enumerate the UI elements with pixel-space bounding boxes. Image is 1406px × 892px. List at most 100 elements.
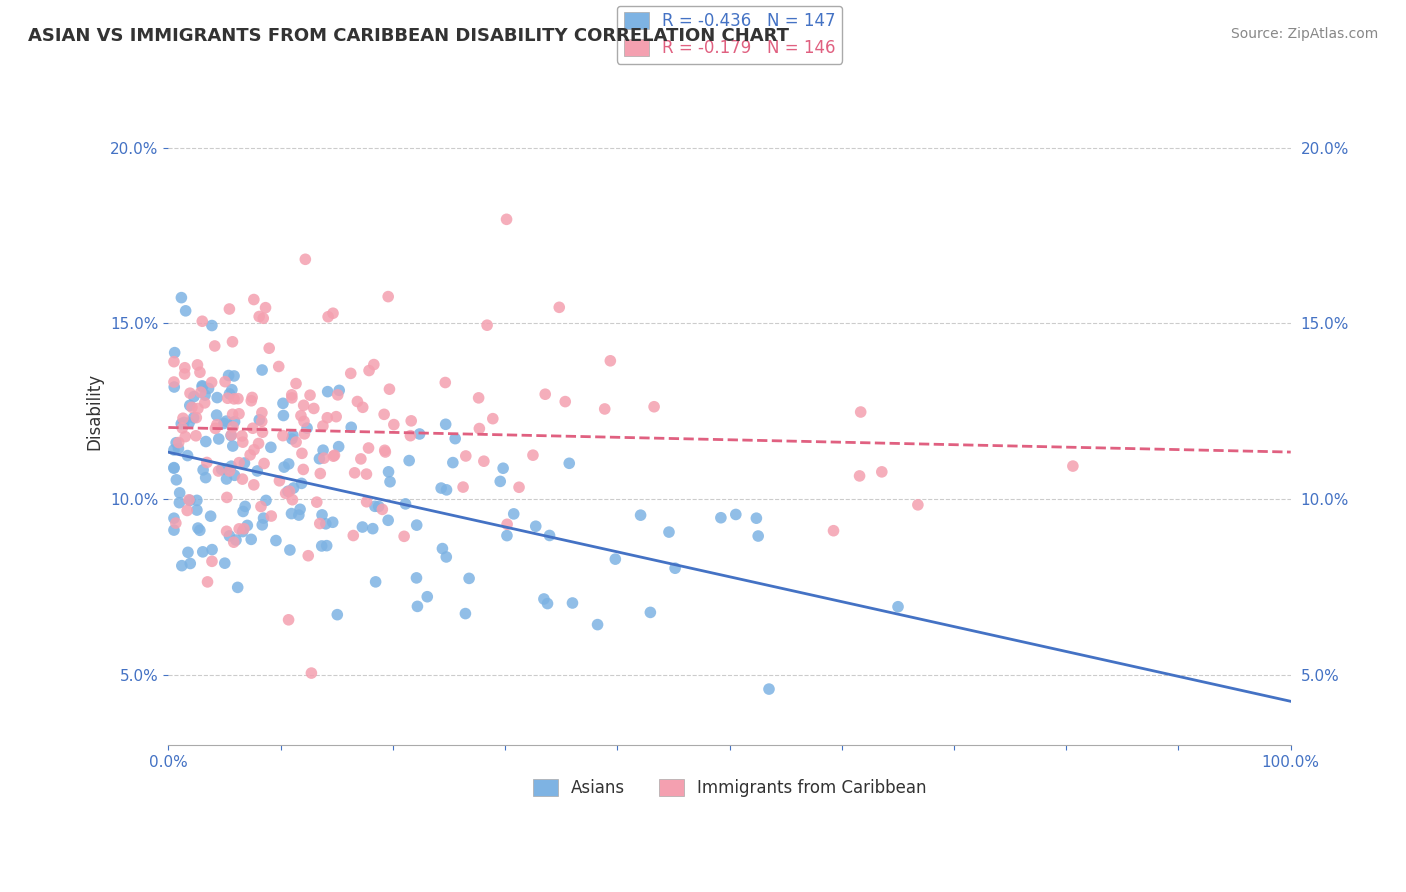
Immigrants from Caribbean [848,469,870,483]
Immigrants from Caribbean [163,354,186,368]
Immigrants from Caribbean [257,341,280,355]
Asians [328,384,350,398]
Immigrants from Caribbean [468,421,491,435]
Immigrants from Caribbean [292,414,315,428]
Immigrants from Caribbean [496,517,519,532]
Immigrants from Caribbean [215,491,238,505]
Asians [197,381,219,395]
Asians [458,571,481,585]
Immigrants from Caribbean [197,574,219,589]
Immigrants from Caribbean [173,367,195,381]
Immigrants from Caribbean [176,503,198,517]
Asians [165,473,187,487]
Asians [398,453,420,467]
Asians [260,440,283,454]
Asians [187,521,209,535]
Immigrants from Caribbean [217,391,239,405]
Asians [434,549,457,564]
Asians [191,545,214,559]
Asians [367,500,389,514]
Immigrants from Caribbean [357,441,380,455]
Asians [664,561,686,575]
Immigrants from Caribbean [188,365,211,379]
Asians [288,508,311,522]
Immigrants from Caribbean [392,529,415,543]
Immigrants from Caribbean [305,495,328,509]
Asians [406,599,429,614]
Immigrants from Caribbean [231,429,253,443]
Asians [201,542,224,557]
Asians [436,483,458,497]
Immigrants from Caribbean [172,411,194,425]
Immigrants from Caribbean [239,448,262,462]
Immigrants from Caribbean [242,421,264,435]
Immigrants from Caribbean [292,398,315,412]
Asians [221,383,243,397]
Immigrants from Caribbean [357,363,380,377]
Asians [352,520,374,534]
Asians [536,597,558,611]
Immigrants from Caribbean [201,376,224,390]
Immigrants from Caribbean [281,391,304,405]
Immigrants from Caribbean [451,480,474,494]
Immigrants from Caribbean [201,554,224,568]
Immigrants from Caribbean [322,306,344,320]
Immigrants from Caribbean [253,457,276,471]
Immigrants from Caribbean [356,494,378,508]
Immigrants from Caribbean [221,334,243,349]
Asians [169,496,191,510]
Asians [524,519,547,533]
Asians [170,558,193,573]
Asians [176,449,198,463]
Immigrants from Caribbean [294,252,316,267]
Immigrants from Caribbean [278,484,301,499]
Asians [165,435,187,450]
Immigrants from Caribbean [548,301,571,315]
Immigrants from Caribbean [308,516,330,531]
Immigrants from Caribbean [247,310,270,324]
Asians [163,442,186,457]
Asians [170,291,193,305]
Asians [312,443,335,458]
Asians [724,508,747,522]
Asians [278,543,301,558]
Asians [281,428,304,442]
Asians [170,417,193,431]
Immigrants from Caribbean [174,430,197,444]
Asians [183,410,205,425]
Asians [454,607,477,621]
Asians [169,486,191,500]
Immigrants from Caribbean [309,467,332,481]
Asians [311,508,333,522]
Asians [322,515,344,529]
Asians [280,507,302,521]
Asians [205,408,228,422]
Asians [208,432,231,446]
Asians [214,556,236,570]
Asians [200,509,222,524]
Immigrants from Caribbean [294,426,316,441]
Asians [605,552,627,566]
Immigrants from Caribbean [165,516,187,530]
Immigrants from Caribbean [285,435,308,450]
Immigrants from Caribbean [299,388,322,402]
Asians [408,427,430,442]
Asians [364,574,387,589]
Immigrants from Caribbean [218,464,240,478]
Asians [250,363,273,377]
Immigrants from Caribbean [222,535,245,549]
Asians [177,545,200,559]
Immigrants from Caribbean [243,293,266,307]
Asians [444,432,467,446]
Asians [219,428,242,442]
Asians [163,511,186,525]
Immigrants from Caribbean [522,448,544,462]
Asians [710,510,733,524]
Asians [277,457,299,471]
Immigrants from Caribbean [350,451,373,466]
Asians [215,462,238,476]
Immigrants from Caribbean [342,528,364,542]
Immigrants from Caribbean [325,409,347,424]
Immigrants from Caribbean [907,498,929,512]
Asians [246,464,269,478]
